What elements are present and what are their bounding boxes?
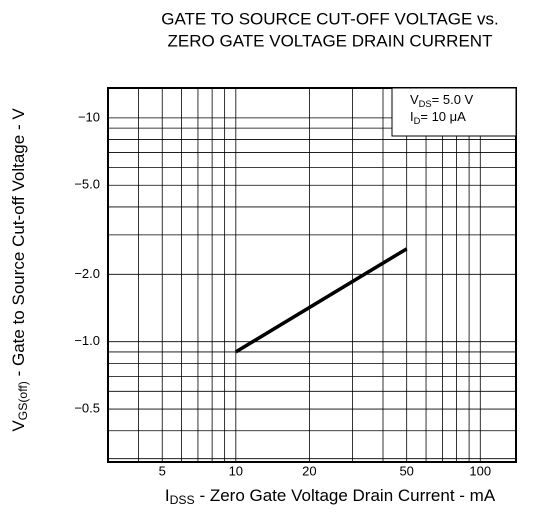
annotation-main: I: [410, 109, 414, 124]
annotation-box: [391, 87, 517, 137]
x-tick-label: 50: [399, 463, 413, 478]
annotation-rest: = 5.0 V: [432, 92, 474, 107]
y-axis-label: VGS(off) - Gate to Source Cut-off Voltag…: [9, 108, 30, 432]
y-axis-label-rest: - Gate to Source Cut-off Voltage - V: [9, 108, 28, 381]
x-tick-label: 20: [302, 463, 316, 478]
y-tick-label: −1.0: [74, 333, 100, 348]
y-axis-label-main: V: [9, 420, 28, 432]
annotation: VDS= 5.0 V: [410, 92, 474, 109]
y-tick-label: −0.5: [74, 400, 100, 415]
annotation-rest: = 10 μA: [420, 109, 466, 124]
x-axis-label-main: I: [165, 486, 170, 505]
annotation-sub: DS: [419, 99, 432, 109]
x-tick-label: 10: [229, 463, 243, 478]
y-tick-label: −5.0: [74, 177, 100, 192]
y-tick-label: −2.0: [74, 266, 100, 281]
y-axis-label-sub: GS(off): [16, 381, 30, 420]
plot-frame: [107, 87, 517, 463]
x-axis-label-sub: DSS: [170, 493, 195, 507]
annotation-sub: D: [414, 116, 421, 126]
annotation-main: V: [410, 92, 419, 107]
chart-title: GATE TO SOURCE CUT-OFF VOLTAGE vs.: [161, 9, 499, 28]
x-axis-label: IDSS - Zero Gate Voltage Drain Current -…: [165, 486, 496, 507]
chart-title: ZERO GATE VOLTAGE DRAIN CURRENT: [168, 31, 493, 50]
data-line: [234, 247, 408, 354]
x-tick-label: 100: [469, 463, 491, 478]
x-axis-label-rest: - Zero Gate Voltage Drain Current - mA: [195, 486, 496, 505]
annotation: ID= 10 μA: [410, 109, 466, 126]
x-tick-label: 5: [159, 463, 166, 478]
y-tick-label: −10: [78, 109, 100, 124]
